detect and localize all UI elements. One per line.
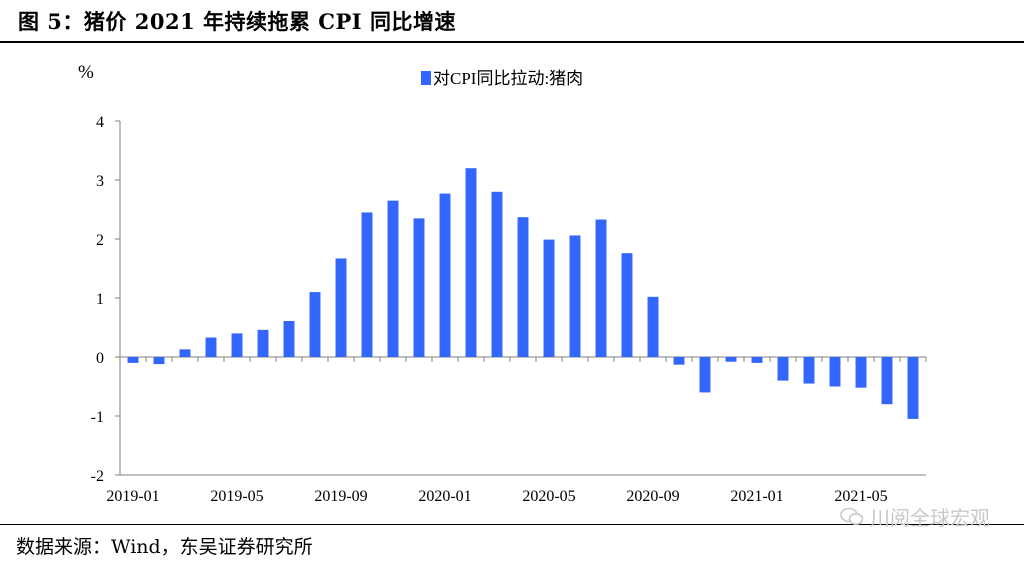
y-axis-unit-label: % [78, 62, 94, 83]
bar [127, 357, 139, 363]
x-tick-label: 2019-05 [210, 488, 263, 505]
bar [257, 329, 269, 357]
bar [465, 168, 477, 357]
y-tick-label: 4 [96, 114, 104, 131]
bar [907, 357, 919, 419]
bar [751, 357, 763, 363]
bar [309, 292, 321, 357]
bar [231, 333, 243, 357]
bar [205, 337, 217, 357]
x-tick-label: 2021-01 [730, 488, 783, 505]
bar [387, 200, 399, 357]
bar [361, 212, 373, 357]
bar [777, 357, 789, 381]
bar [673, 357, 685, 365]
watermark: 川阅全球宏观 [840, 502, 990, 531]
bar [569, 235, 581, 357]
source-divider [0, 524, 1024, 525]
bar [803, 357, 815, 384]
legend-swatch [421, 71, 431, 85]
legend-label: 对CPI同比拉动:猪肉 [433, 69, 583, 88]
bar [335, 258, 347, 357]
wechat-icon [840, 507, 864, 525]
y-tick-label: -2 [91, 468, 104, 485]
figure-title: 图 5：猪价 2021 年持续拖累 CPI 同比增速 [18, 9, 456, 34]
x-tick-label: 2019-09 [314, 488, 367, 505]
watermark-text: 川阅全球宏观 [870, 506, 990, 530]
bar [543, 239, 555, 357]
y-tick-label: 1 [96, 291, 104, 308]
bar [881, 357, 893, 405]
y-tick-label: 2 [96, 232, 104, 249]
bar [699, 357, 711, 393]
y-ticks: -2 -1 0 1 2 3 4 [91, 114, 120, 485]
bar [283, 321, 295, 357]
bar [439, 193, 451, 357]
y-tick-label: -1 [91, 409, 104, 426]
y-tick-label: 3 [96, 173, 104, 190]
x-ticks: 2019-01 2019-05 2019-09 2020-01 2020-05 2020-… [106, 357, 927, 505]
title-divider [0, 41, 1024, 43]
bar [595, 219, 607, 357]
bar [517, 217, 529, 357]
bar [725, 357, 737, 362]
bar [179, 349, 191, 357]
x-tick-label: 2021-05 [834, 488, 887, 505]
bar [621, 253, 633, 357]
bar [153, 357, 165, 365]
x-tick-label: 2020-09 [626, 488, 679, 505]
bars [127, 168, 919, 419]
x-tick-label: 2020-05 [522, 488, 575, 505]
bar [855, 357, 867, 388]
x-tick-label: 2019-01 [106, 488, 159, 505]
source-note: 数据来源：Wind，东吴证券研究所 [16, 536, 313, 558]
bar [647, 296, 659, 357]
bar [491, 191, 503, 357]
bar [829, 357, 841, 387]
bar [413, 218, 425, 357]
legend: 对CPI同比拉动:猪肉 [421, 69, 583, 88]
x-tick-label: 2020-01 [418, 488, 471, 505]
y-tick-label: 0 [96, 350, 104, 367]
